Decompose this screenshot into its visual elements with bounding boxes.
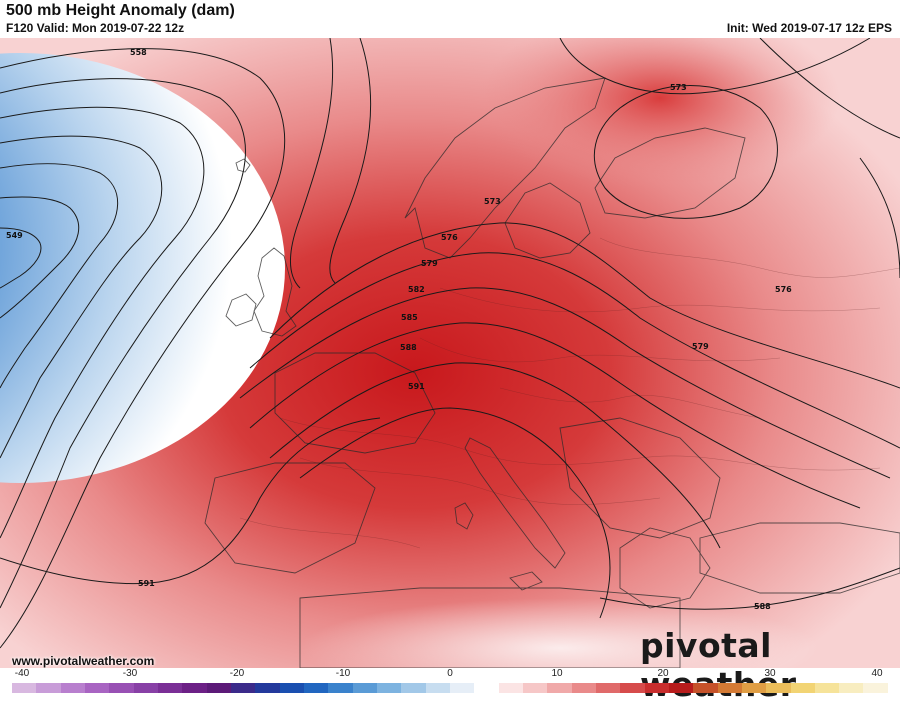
coastlines: [204, 77, 900, 668]
cold-trough: [0, 53, 285, 483]
colorbar-tick: 30: [764, 668, 776, 679]
colorbar-swatch: [693, 683, 718, 693]
colorbar-tick: 40: [871, 668, 883, 679]
colorbar-swatch: [717, 683, 742, 693]
colorbar-swatch: [571, 683, 596, 693]
colorbar-swatch: [230, 683, 256, 693]
colorbar-swatch: [255, 683, 280, 693]
contour-label: 573: [484, 197, 501, 206]
colorbar-tick: -20: [229, 668, 245, 679]
map-title: 500 mb Height Anomaly (dam): [6, 2, 235, 19]
colorbar-swatch: [328, 683, 353, 693]
website-link[interactable]: www.pivotalweather.com: [12, 654, 155, 668]
map-header: 500 mb Height Anomaly (dam) F120 Valid: …: [0, 0, 900, 38]
colorbar-swatch: [449, 683, 475, 693]
colorbar-swatch: [133, 683, 158, 693]
colorbar-swatch: [206, 683, 231, 693]
colorbar-tick: -10: [335, 668, 351, 679]
colorbar-swatch: [522, 683, 548, 693]
init-time: Init: Wed 2019-07-17 12z EPS: [726, 21, 892, 35]
contour-label: 591: [408, 382, 425, 391]
colorbar-swatch: [12, 683, 37, 693]
contour-label: 558: [130, 48, 147, 57]
colorbar-swatch: [498, 683, 523, 693]
colorbar-swatch: [36, 683, 61, 693]
colorbar-swatch: [84, 683, 110, 693]
colorbar-swatch: [839, 683, 864, 693]
colorbar-swatch: [425, 683, 450, 693]
colorbar-tick: 10: [551, 668, 563, 679]
colorbar-swatch: [766, 683, 791, 693]
anomaly-map: 558 549 573 573 576 579 582 585 588 591 …: [0, 38, 900, 668]
colorbar-swatch: [182, 683, 207, 693]
colorbar-tick: -40: [14, 668, 30, 679]
colorbar-ticks: -40 -30 -20 -10 0 10 20 30 40: [0, 668, 900, 682]
colorbar-swatch: [644, 683, 669, 693]
south-pale-area: [300, 598, 820, 668]
contour-label: 585: [401, 313, 418, 322]
colorbar-swatch: [109, 683, 134, 693]
contour-label: 582: [408, 285, 425, 294]
colorbar-swatch: [401, 683, 426, 693]
colorbar-swatch: [474, 683, 499, 693]
colorbar-swatch: [620, 683, 645, 693]
colorbar-swatch: [303, 683, 329, 693]
contour-label: 588: [400, 343, 417, 352]
contour-labels: 558 549 573 573 576 579 582 585 588 591 …: [6, 48, 792, 611]
contour-label: 573: [670, 83, 687, 92]
contour-label: 576: [441, 233, 458, 242]
valid-time: F120 Valid: Mon 2019-07-22 12z: [6, 21, 185, 35]
contour-label: 588: [754, 602, 771, 611]
colorbar-tick: 20: [657, 668, 669, 679]
contour-label: 549: [6, 231, 23, 240]
colorbar-swatch: [352, 683, 377, 693]
colorbar-swatch: [741, 683, 767, 693]
colorbar-swatch: [790, 683, 815, 693]
colorbar: [12, 683, 888, 693]
colorbar-swatch: [595, 683, 621, 693]
colorbar-swatch: [547, 683, 572, 693]
colorbar-swatch: [668, 683, 694, 693]
contour-label: 591: [138, 579, 155, 588]
contour-label: 579: [692, 342, 709, 351]
admin-borders: [239, 237, 900, 549]
colorbar-swatch: [863, 683, 888, 693]
height-contours: [0, 38, 900, 649]
colorbar-tick: 0: [447, 668, 453, 679]
contour-label: 576: [775, 285, 792, 294]
colorbar-swatch: [279, 683, 304, 693]
colorbar-swatch: [60, 683, 85, 693]
contour-label: 579: [421, 259, 438, 268]
colorbar-swatch: [376, 683, 402, 693]
northeast-anomaly: [480, 38, 840, 188]
colorbar-tick: -30: [122, 668, 138, 679]
colorbar-swatch: [157, 683, 183, 693]
colorbar-swatch: [814, 683, 840, 693]
